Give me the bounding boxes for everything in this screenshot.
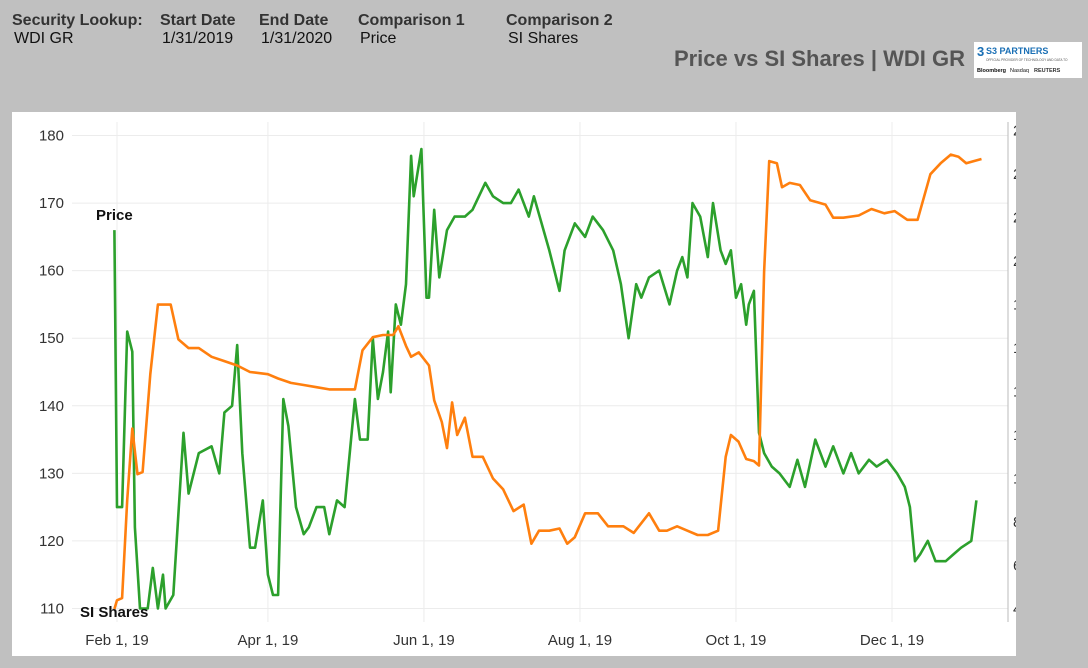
start-date-field: Start Date 1/31/2019 bbox=[160, 12, 236, 48]
y-left-tick-label: 170 bbox=[39, 195, 64, 212]
s3-partners-logo: 3 S3 PARTNERS OFFICIAL PROVIDER OF TECHN… bbox=[974, 42, 1082, 78]
x-tick-label: Aug 1, 19 bbox=[548, 632, 612, 649]
y-right-tick-label: 26M bbox=[1013, 123, 1016, 140]
y-right-tick-label: 16M bbox=[1013, 340, 1016, 357]
chart-area: Feb 1, 19 Apr 1, 19 Jun 1, 19 Aug 1, 19 Oct … bbox=[12, 112, 1016, 656]
x-tick-label: Oct 1, 19 bbox=[706, 632, 767, 649]
comparison-1-value[interactable]: Price bbox=[360, 30, 397, 47]
comparison-1-label: Comparison 1 bbox=[358, 12, 465, 29]
y-right-tick-label: 20M bbox=[1013, 253, 1016, 270]
start-date-label: Start Date bbox=[160, 12, 236, 29]
security-lookup-field: Security Lookup: WDI GR bbox=[12, 12, 143, 48]
x-tick-label: Apr 1, 19 bbox=[237, 632, 298, 649]
si-shares-series-line bbox=[113, 153, 982, 610]
y-left-tick-label: 120 bbox=[39, 533, 64, 550]
security-lookup-label: Security Lookup: bbox=[12, 12, 143, 29]
y-right-tick-label: 22M bbox=[1013, 210, 1016, 227]
x-tick-label: Jun 1, 19 bbox=[393, 632, 455, 649]
svg-text:OFFICIAL PROVIDER OF TECHNOLOG: OFFICIAL PROVIDER OF TECHNOLOGY AND DATA… bbox=[986, 58, 1068, 62]
svg-text:REUTERS: REUTERS bbox=[1034, 68, 1061, 74]
comparison-2-value[interactable]: SI Shares bbox=[508, 30, 579, 47]
end-date-value[interactable]: 1/31/2020 bbox=[261, 30, 333, 47]
y-right-tick-label: 12M bbox=[1013, 427, 1016, 444]
security-lookup-value[interactable]: WDI GR bbox=[14, 30, 74, 47]
start-date-value[interactable]: 1/31/2019 bbox=[162, 30, 234, 47]
price-vs-si-chart: Feb 1, 19 Apr 1, 19 Jun 1, 19 Aug 1, 19 Oct … bbox=[39, 122, 1016, 649]
y-left-tick-label: 130 bbox=[39, 465, 64, 482]
end-date-label: End Date bbox=[259, 12, 329, 29]
end-date-field: End Date 1/31/2020 bbox=[259, 12, 332, 48]
y-right-tick-label: 4M bbox=[1013, 601, 1016, 618]
chart-title: Price vs SI Shares | WDI GR bbox=[673, 46, 965, 71]
y-left-tick-label: 110 bbox=[40, 600, 64, 617]
x-tick-label: Feb 1, 19 bbox=[85, 632, 148, 649]
svg-text:3: 3 bbox=[977, 44, 984, 59]
svg-text:S3 PARTNERS: S3 PARTNERS bbox=[986, 46, 1048, 56]
comparison-2-label: Comparison 2 bbox=[506, 12, 613, 29]
price-annotation: Price bbox=[96, 207, 133, 224]
y-right-tick-label: 14M bbox=[1013, 384, 1016, 401]
si-shares-annotation: SI Shares bbox=[80, 604, 148, 621]
x-tick-label: Dec 1, 19 bbox=[860, 632, 924, 649]
svg-text:Bloomberg: Bloomberg bbox=[977, 68, 1006, 74]
y-right-tick-label: 10M bbox=[1013, 471, 1016, 488]
y-right-tick-label: 24M bbox=[1013, 166, 1016, 183]
price-series-line bbox=[113, 147, 978, 610]
y-right-tick-label: 8M bbox=[1013, 514, 1016, 531]
y-left-tick-label: 150 bbox=[39, 330, 64, 347]
y-left-tick-label: 180 bbox=[39, 128, 64, 145]
y-right-tick-label: 6M bbox=[1013, 557, 1016, 574]
comparison-1-field: Comparison 1 Price bbox=[358, 12, 465, 48]
y-right-tick-label: 18M bbox=[1013, 297, 1016, 314]
y-left-tick-label: 140 bbox=[39, 398, 64, 415]
svg-text:Nasdaq: Nasdaq bbox=[1010, 68, 1029, 74]
comparison-2-field: Comparison 2 SI Shares bbox=[506, 12, 613, 48]
y-left-tick-label: 160 bbox=[39, 263, 64, 280]
